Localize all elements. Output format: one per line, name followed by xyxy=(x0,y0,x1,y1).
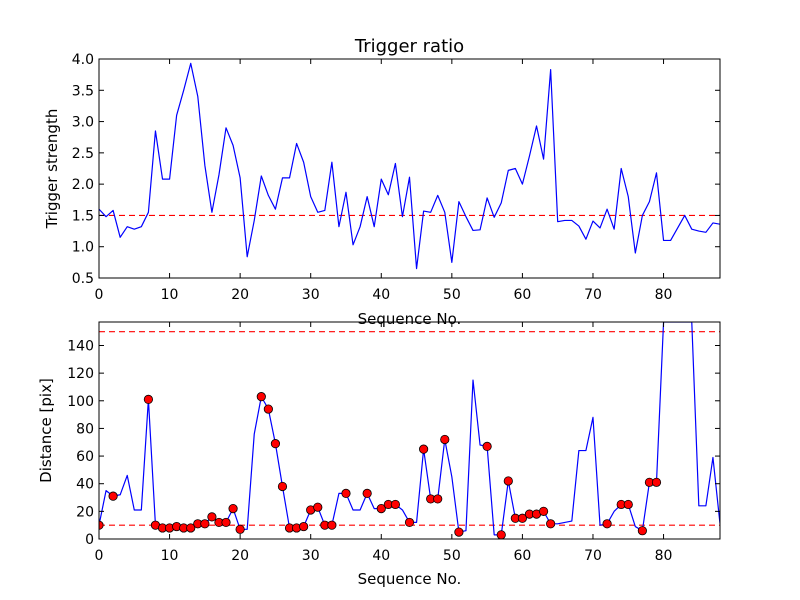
distance-marker-point xyxy=(256,392,266,402)
distance-y-tick-label: 140 xyxy=(67,338,94,354)
distance-x-tick-label: 60 xyxy=(513,548,531,564)
trigger-x-tick-label: 40 xyxy=(372,287,390,303)
distance-marker-point xyxy=(263,404,273,414)
trigger-y-axis-label: Trigger strength xyxy=(43,109,61,230)
trigger-x-tick-label: 60 xyxy=(513,287,531,303)
distance-marker-point xyxy=(327,520,337,530)
distance-marker-point xyxy=(108,491,118,501)
distance-marker-point xyxy=(207,512,217,522)
distance-marker-point xyxy=(503,476,513,486)
distance-marker-point xyxy=(440,434,450,445)
distance-marker-point xyxy=(341,488,351,498)
distance-x-ticks: 0 10 20 30 40 50 60 70 80 xyxy=(95,322,673,564)
distance-marker-point xyxy=(186,523,196,533)
distance-marker-point xyxy=(623,499,633,510)
distance-x-tick-label: 80 xyxy=(655,548,673,564)
trigger-x-tick-label: 10 xyxy=(161,287,179,303)
trigger-plot-area xyxy=(99,62,720,270)
trigger-x-ticks: 0 10 20 30 40 50 60 70 80 xyxy=(95,59,673,303)
distance-marker-point xyxy=(221,517,231,528)
distance-marker-point xyxy=(390,499,400,510)
distance-marker-point xyxy=(362,488,372,498)
distance-marker-point xyxy=(404,517,415,528)
trigger-y-tick-label: 3.5 xyxy=(72,83,94,99)
distance-marker-point xyxy=(433,494,443,504)
trigger-y-tick-label: 2.0 xyxy=(72,177,94,193)
distance-marker-point xyxy=(546,519,556,529)
distance-marker-point xyxy=(602,519,612,529)
distance-plot-area xyxy=(99,322,720,539)
trigger-y-tick-label: 2.5 xyxy=(72,146,94,162)
trigger-y-ticks: 0.5 1.0 1.5 2.0 2.5 3.0 3.5 4.0 xyxy=(72,52,720,287)
trigger-axes-frame xyxy=(98,58,721,279)
trigger-x-tick-label: 20 xyxy=(231,287,249,303)
trigger-x-tick-label: 70 xyxy=(584,287,602,303)
distance-marker-point xyxy=(482,441,492,451)
distance-marker-point xyxy=(454,527,464,537)
trigger-y-tick-label: 0.5 xyxy=(72,271,94,287)
trigger-x-tick-label: 80 xyxy=(655,287,673,303)
distance-marker-point xyxy=(313,502,323,512)
distance-marker-point xyxy=(228,503,238,514)
distance-marker-point xyxy=(376,503,386,514)
distance-y-tick-label: 120 xyxy=(67,366,94,382)
distance-marker-point xyxy=(651,477,662,487)
trigger-y-tick-label: 1.0 xyxy=(72,240,94,256)
distance-y-tick-label: 40 xyxy=(76,477,94,493)
distance-x-tick-label: 70 xyxy=(584,548,602,564)
distance-marker-point xyxy=(299,521,309,532)
trigger-y-tick-label: 1.5 xyxy=(72,208,94,224)
distance-y-tick-label: 80 xyxy=(76,421,94,437)
distance-x-tick-label: 30 xyxy=(302,548,320,564)
distance-chart: 0 10 20 30 40 50 60 70 80 0 20 40 60 80 100 120 140 Seq… xyxy=(37,321,721,588)
distance-marker-point xyxy=(637,526,647,536)
distance-y-tick-label: 60 xyxy=(76,449,94,465)
trigger-series-line xyxy=(99,62,720,270)
trigger-x-axis-label: Sequence No. xyxy=(358,310,462,328)
distance-y-axis-label: Distance [pix] xyxy=(37,378,55,483)
trigger-y-tick-label: 3.0 xyxy=(72,115,94,131)
distance-y-tick-label: 20 xyxy=(76,504,94,520)
distance-y-tick-label: 100 xyxy=(67,394,94,410)
distance-marker-point xyxy=(270,439,281,449)
distance-marker-point xyxy=(200,519,210,529)
distance-marker-point xyxy=(496,530,506,539)
distance-marker-point xyxy=(235,524,245,534)
distance-y-tick-label: 0 xyxy=(85,532,94,548)
distance-marker-point xyxy=(419,444,429,454)
distance-marker-point xyxy=(277,481,288,492)
distance-x-tick-label: 40 xyxy=(372,548,390,564)
distance-x-tick-label: 0 xyxy=(95,548,104,564)
trigger-x-tick-label: 50 xyxy=(443,287,461,303)
trigger-clip-group xyxy=(99,62,720,270)
distance-x-axis-label: Sequence No. xyxy=(358,570,462,588)
distance-clip-group xyxy=(99,322,720,539)
trigger-ratio-chart: Trigger ratio 0 10 20 30 40 50 60 70 80 0.5 1.0 1.… xyxy=(43,36,721,328)
distance-y-ticks: 0 20 40 60 80 100 120 140 xyxy=(67,338,720,548)
distance-x-tick-label: 20 xyxy=(231,548,249,564)
distance-axes-frame xyxy=(98,321,721,540)
trigger-y-tick-label: 4.0 xyxy=(72,52,94,68)
distance-x-tick-label: 50 xyxy=(443,548,461,564)
distance-marker-point xyxy=(143,394,153,405)
distance-marker-point xyxy=(538,506,549,516)
chart-title: Trigger ratio xyxy=(354,36,464,57)
trigger-x-tick-label: 0 xyxy=(95,287,104,303)
distance-x-tick-label: 10 xyxy=(161,548,179,564)
trigger-x-tick-label: 30 xyxy=(302,287,320,303)
distance-marker-point xyxy=(517,513,528,523)
